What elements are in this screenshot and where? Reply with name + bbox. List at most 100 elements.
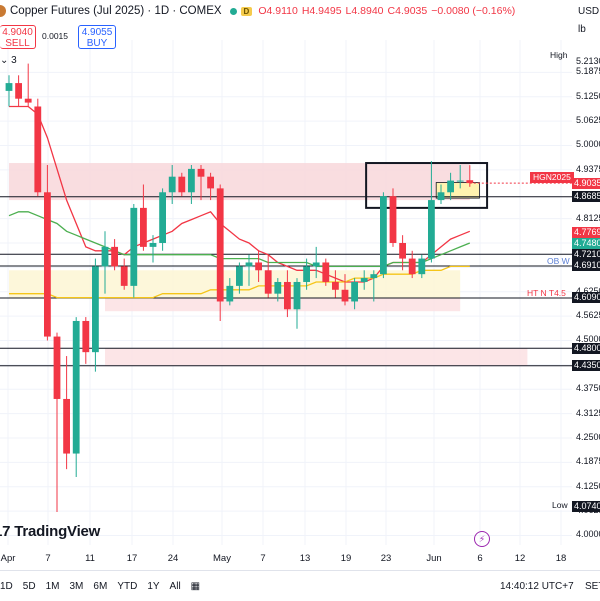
flash-icon[interactable]: ⚡ xyxy=(474,531,490,547)
range-5d[interactable]: 5D xyxy=(22,580,36,592)
date-tick-label: 12 xyxy=(514,553,526,564)
candle-body xyxy=(264,270,272,294)
candle-body xyxy=(428,200,435,259)
tv-logo-icon: 17 xyxy=(0,523,11,540)
date-tick-label: 18 xyxy=(555,553,567,564)
candle-body xyxy=(34,106,42,193)
date-tick-label: 17 xyxy=(126,553,138,564)
date-tick-label: 7 xyxy=(260,553,266,564)
date-tick-label: 6 xyxy=(477,553,483,564)
buy-button[interactable]: 4.9055 BUY xyxy=(78,25,116,49)
candle-body xyxy=(284,281,291,310)
range-3m[interactable]: 3M xyxy=(69,580,84,592)
candle-body xyxy=(130,207,138,286)
ohlc-open: O4.9110 xyxy=(258,5,298,17)
candle-body xyxy=(120,266,128,286)
candle-body xyxy=(101,246,109,267)
candle-body xyxy=(216,188,224,302)
brand-name: TradingView xyxy=(14,523,101,540)
moving-average-line xyxy=(8,211,471,268)
price-tag: 4.7210 xyxy=(572,248,600,260)
date-tick-label: 19 xyxy=(340,553,352,564)
buy-price: 4.9055 xyxy=(81,27,113,38)
range-1m[interactable]: 1M xyxy=(45,580,60,592)
settings-label[interactable]: SET xyxy=(585,580,600,592)
candle-body xyxy=(245,262,253,267)
price-tag: 4.8685 xyxy=(572,191,600,203)
candle-body xyxy=(82,320,90,353)
copper-logo-icon xyxy=(0,5,6,17)
candle-body xyxy=(207,176,214,189)
unit-label: lb xyxy=(578,24,586,35)
price-tick-label: 5.0000 xyxy=(576,139,600,150)
range-all[interactable]: All xyxy=(169,580,181,592)
spread-value: 0.0015 xyxy=(42,31,68,41)
candle-body xyxy=(418,258,426,275)
date-tick-label: 7 xyxy=(45,553,51,564)
price-tag: 4.9035 xyxy=(572,177,600,189)
date-tick-label: 13 xyxy=(299,553,311,564)
date-tick-label: 23 xyxy=(380,553,392,564)
candle-body xyxy=(466,180,474,184)
candle-body xyxy=(322,262,330,282)
candle-body xyxy=(226,285,234,302)
selection-box xyxy=(365,162,489,209)
candle-body xyxy=(437,192,445,201)
price-tag: 4.6090 xyxy=(572,292,600,304)
tradingview-logo[interactable]: 17 TradingView xyxy=(0,523,100,540)
candle-body xyxy=(312,262,320,267)
sell-button[interactable]: 4.9040 SELL xyxy=(0,25,36,49)
candle-body xyxy=(380,196,387,275)
date-tick-label: 11 xyxy=(85,553,95,564)
candle-body xyxy=(178,176,186,193)
candle-body xyxy=(72,320,80,454)
calendar-icon[interactable]: ▦ xyxy=(190,580,201,592)
candle-body xyxy=(5,83,13,91)
ohlc-close: C4.9035 xyxy=(387,5,428,17)
ohlc-change: −0.0080 (−0.16%) xyxy=(431,5,516,17)
price-zone xyxy=(105,348,528,366)
indicator-count: 3 xyxy=(11,55,17,66)
candle-body xyxy=(149,242,157,247)
range-6m[interactable]: 6M xyxy=(93,580,108,592)
price-tick-label: 4.1250 xyxy=(576,480,600,491)
candle-body xyxy=(111,246,118,267)
price-tick-label: 5.1250 xyxy=(576,90,600,101)
price-zone xyxy=(9,163,470,201)
candle-body xyxy=(341,289,349,302)
sell-label: SELL xyxy=(5,38,30,49)
range-1d[interactable]: 1D xyxy=(0,580,13,592)
candle-body xyxy=(24,98,32,103)
ohlc-high: H4.9495 xyxy=(301,5,342,17)
candle-body xyxy=(197,168,205,177)
candle-body xyxy=(456,180,464,182)
clock-time[interactable]: 14:40:12 UTC+7 xyxy=(500,580,574,592)
candle-body xyxy=(370,274,378,279)
price-tick-label: 4.3125 xyxy=(576,407,600,418)
delayed-badge: D xyxy=(240,6,253,16)
candle-body xyxy=(360,278,368,282)
buy-label: BUY xyxy=(86,38,108,49)
price-tag: 4.6910 xyxy=(572,260,600,272)
candle-body xyxy=(63,398,70,454)
range-ytd[interactable]: YTD xyxy=(117,580,138,592)
price-tick-label: 4.8125 xyxy=(576,212,600,223)
price-tick-label: 5.2130 xyxy=(576,56,600,67)
indicators-toggle[interactable]: ⌄ 3 xyxy=(0,55,17,66)
price-tick-label: 4.5000 xyxy=(576,334,600,345)
candle-body xyxy=(15,83,22,99)
candle-body xyxy=(408,258,416,275)
symbol-title[interactable]: Copper Futures (Jul 2025) · 1D · COMEX xyxy=(10,5,222,17)
candle-body xyxy=(236,266,243,286)
candle-body xyxy=(293,281,301,310)
candle-body xyxy=(159,192,166,243)
ohlc-low: L4.8940 xyxy=(345,5,384,17)
range-1y[interactable]: 1Y xyxy=(147,580,160,592)
candle-body xyxy=(332,281,339,290)
date-tick-label: Jun xyxy=(426,553,442,564)
currency-label[interactable]: USD xyxy=(578,6,600,17)
ht-label: HT N T4.5 xyxy=(527,288,566,298)
